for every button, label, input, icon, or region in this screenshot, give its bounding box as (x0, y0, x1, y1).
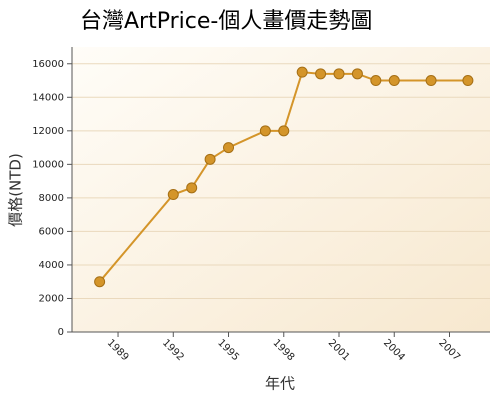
chart-title: 台灣ArtPrice-個人畫價走勢圖 (80, 9, 372, 34)
data-point (425, 75, 437, 87)
x-tick-label: 2004 (381, 337, 407, 363)
data-point (388, 75, 400, 87)
data-point (186, 182, 198, 194)
data-point (204, 153, 216, 165)
y-tick-label: 12000 (32, 126, 64, 137)
x-tick-label: 1989 (105, 337, 131, 363)
y-tick-label: 4000 (39, 260, 64, 271)
x-tick-label: 2007 (436, 337, 462, 363)
data-point (259, 125, 271, 137)
x-tick-label: 1998 (271, 337, 297, 363)
data-point (223, 142, 235, 154)
plot-area (72, 47, 490, 332)
data-point (370, 75, 382, 87)
x-tick-label: 1995 (215, 337, 241, 363)
data-point (333, 68, 345, 80)
x-tick-label: 1992 (160, 337, 186, 363)
x-axis-title: 年代 (265, 375, 295, 393)
x-tick-label: 2001 (326, 337, 352, 363)
y-tick-label: 6000 (39, 226, 64, 237)
y-tick-label: 16000 (32, 59, 64, 70)
data-point (462, 75, 474, 87)
data-point (94, 276, 106, 288)
y-axis-title: 價格(NTD) (7, 153, 25, 227)
data-point (296, 66, 308, 78)
data-point (278, 125, 290, 137)
data-point (167, 189, 179, 201)
data-point (315, 68, 327, 80)
y-tick-label: 10000 (32, 159, 64, 170)
y-tick-label: 0 (58, 327, 64, 338)
data-point (351, 68, 363, 80)
y-tick-label: 8000 (39, 193, 64, 204)
y-tick-label: 2000 (39, 293, 64, 304)
y-tick-label: 14000 (32, 92, 64, 103)
